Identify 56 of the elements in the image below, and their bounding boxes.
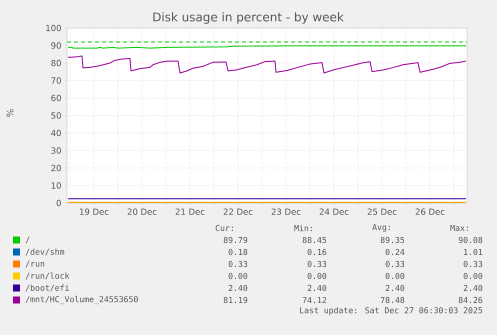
text: Max: [450, 224, 468, 232]
y-tick-label: 70 [51, 77, 61, 84]
y-tick-label: 30 [51, 147, 61, 154]
x-tick-label: 25 Dec [368, 208, 396, 215]
text: 84.26 [458, 296, 482, 304]
text: 90.08 [458, 236, 482, 244]
y-tick-label: 80 [51, 60, 61, 66]
text: 2.40 [308, 284, 326, 292]
y-tick-label: 10 [52, 182, 61, 189]
x-tick-label: 26 Dec [416, 208, 444, 215]
x-tick-label: 20 Dec [128, 208, 156, 215]
text: 0.33 [228, 260, 248, 268]
text: 2.40 [228, 284, 248, 292]
y-tick-label: 60 [51, 94, 61, 102]
text: 0.33 [464, 260, 482, 268]
text: 0.00 [228, 272, 248, 280]
legend-label: /dev/shm [26, 248, 64, 256]
text: 81.19 [224, 296, 248, 304]
x-tick-label: 24 Dec [320, 208, 348, 215]
legend-label: /run [26, 260, 44, 268]
x-tick-label: 23 Dec [272, 208, 300, 215]
text: 0.16 [308, 248, 326, 256]
legend-label: / [26, 236, 30, 244]
text: Cur: [216, 224, 233, 232]
legend-label: /boot/efi [26, 284, 69, 292]
text: 2.40 [464, 284, 482, 292]
text: 1.01 [464, 248, 482, 256]
text: 0.00 [386, 272, 404, 280]
text: 89.35 [380, 236, 404, 244]
text: 88.45 [302, 236, 326, 244]
y-tick-label: 0 [56, 200, 61, 206]
text: Last update: Sat Dec 27 06:30:03 2025 [300, 307, 482, 315]
text: 89.79 [224, 236, 248, 244]
text: 0.00 [464, 272, 482, 280]
y-axis-title: % [6, 109, 14, 117]
legend-label: /run/lock [26, 272, 70, 280]
text: 78.48 [380, 296, 404, 304]
x-tick-label: 19 Dec [80, 208, 108, 215]
text: 74.12 [302, 296, 326, 304]
text: 2.40 [386, 284, 404, 292]
text: Avg: [372, 224, 390, 232]
y-tick-label: 20 [51, 164, 61, 172]
text: 0.24 [386, 248, 404, 256]
y-tick-label: 100 [46, 24, 61, 32]
text: 0.33 [386, 260, 404, 268]
x-tick-label: 21 Dec [176, 208, 204, 215]
legend-label: /mnt/HC_Volume_24553650 [26, 296, 138, 304]
x-tick-label: 22 Dec [224, 208, 252, 215]
text: Min: [294, 224, 312, 232]
text: 0.33 [308, 260, 326, 268]
y-tick-label: 90 [51, 42, 61, 49]
y-tick-label: 40 [51, 130, 61, 136]
y-tick-label: 50 [51, 112, 61, 119]
chart-title: Disk usage in percent - by week [153, 12, 344, 24]
text: 0.00 [308, 272, 326, 280]
text: 0.18 [228, 248, 248, 256]
